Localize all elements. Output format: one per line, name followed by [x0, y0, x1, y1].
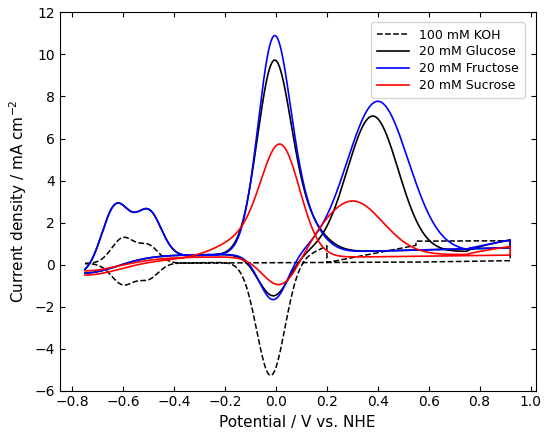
20 mM Fructose	[284, 81, 290, 87]
20 mM Fructose	[272, 33, 278, 38]
20 mM Fructose	[82, 267, 88, 272]
20 mM Glucose	[88, 270, 95, 275]
Line: 20 mM Fructose: 20 mM Fructose	[85, 35, 510, 300]
20 mM Sucrose	[463, 253, 469, 258]
20 mM Glucose	[288, 124, 295, 129]
20 mM Fructose	[270, 297, 277, 302]
20 mM Sucrose	[276, 142, 283, 147]
20 mM Fructose	[82, 271, 88, 276]
20 mM Glucose	[270, 293, 277, 298]
20 mM Fructose	[288, 111, 295, 117]
Y-axis label: Current density / mA cm$^{-2}$: Current density / mA cm$^{-2}$	[7, 100, 29, 303]
20 mM Fructose	[279, 54, 286, 59]
20 mM Glucose	[82, 267, 88, 272]
100 mM KOH	[88, 261, 95, 267]
20 mM Sucrose	[402, 254, 409, 259]
20 mM Sucrose	[284, 149, 290, 155]
20 mM Sucrose	[288, 160, 295, 165]
20 mM Sucrose	[82, 272, 88, 277]
20 mM Sucrose	[275, 282, 282, 287]
20 mM Fructose	[463, 246, 469, 251]
100 mM KOH	[402, 260, 409, 265]
100 mM KOH	[121, 235, 128, 240]
100 mM KOH	[267, 373, 274, 378]
X-axis label: Potential / V vs. NHE: Potential / V vs. NHE	[220, 415, 376, 430]
20 mM Glucose	[402, 248, 409, 253]
20 mM Fructose	[402, 248, 409, 253]
100 mM KOH	[82, 261, 88, 266]
100 mM KOH	[288, 260, 295, 265]
20 mM Glucose	[463, 246, 469, 251]
Line: 100 mM KOH: 100 mM KOH	[85, 237, 510, 375]
20 mM Glucose	[82, 271, 88, 276]
20 mM Sucrose	[88, 268, 95, 273]
20 mM Sucrose	[279, 143, 286, 148]
20 mM Glucose	[271, 58, 278, 63]
20 mM Sucrose	[82, 268, 88, 274]
100 mM KOH	[463, 259, 469, 264]
100 mM KOH	[279, 260, 286, 265]
100 mM KOH	[82, 261, 88, 266]
20 mM Glucose	[284, 98, 290, 104]
20 mM Fructose	[88, 270, 95, 275]
Line: 20 mM Sucrose: 20 mM Sucrose	[85, 144, 510, 284]
20 mM Glucose	[279, 76, 286, 81]
Legend: 100 mM KOH, 20 mM Glucose, 20 mM Fructose, 20 mM Sucrose: 100 mM KOH, 20 mM Glucose, 20 mM Fructos…	[371, 22, 525, 98]
100 mM KOH	[284, 260, 290, 265]
Line: 20 mM Glucose: 20 mM Glucose	[85, 60, 510, 296]
